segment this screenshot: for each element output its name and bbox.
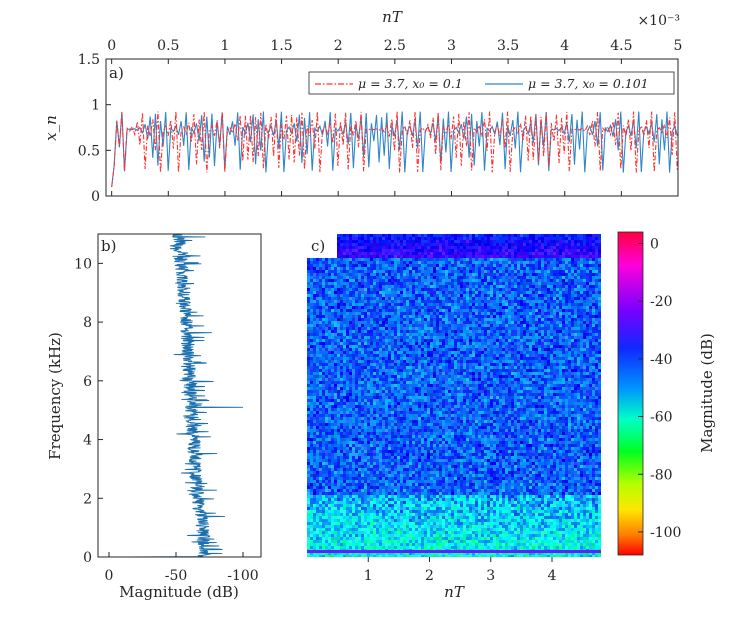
series-line-mu3.7-x0-0.101 — [111, 111, 678, 187]
spectrogram-cells — [307, 234, 598, 495]
spectrogram-cells — [322, 246, 583, 258]
spectrogram-cells — [307, 504, 595, 557]
panel-c-xtick-label: 3 — [486, 568, 495, 584]
panel-a-xlabel: nT — [382, 8, 403, 26]
panel-a-ytick-label: 1 — [91, 98, 100, 114]
panel-b-xtick-label: -100 — [227, 568, 258, 584]
panel-a-xtick-label: 5 — [674, 38, 683, 54]
panel-b-xlabel: Magnitude (dB) — [119, 583, 239, 601]
spectrogram-cells — [313, 240, 580, 258]
spectrogram-cells — [316, 495, 592, 557]
panel-b-xtick-label: 0 — [105, 568, 114, 584]
panel-a-axes-box — [105, 58, 679, 197]
panel-b-ytick-label: 6 — [83, 374, 92, 390]
psd-line — [108, 234, 244, 557]
spectrogram-cells — [307, 234, 601, 495]
panel-b-ytick-label: 0 — [83, 550, 92, 566]
spectrogram-cells — [307, 258, 601, 543]
panel-c-xtick-label: 1 — [364, 568, 373, 584]
panel-b-axes-box — [97, 233, 262, 558]
spectrogram-cells — [307, 258, 601, 525]
panel-a-time-series: 0 0.5 1 1.5 2 2.5 3 3.5 4 4.5 5 00.511.5 ×10⁻³ nT … — [42, 8, 682, 205]
panel-b-ytick-label: 2 — [83, 491, 92, 507]
colorbar-tick-label: -20 — [650, 294, 673, 310]
spectrogram-cells — [307, 258, 598, 557]
spectrogram-cells — [310, 234, 601, 501]
panel-b-xtick-label: -50 — [165, 568, 188, 584]
panel-a-xtick-label: 1.5 — [270, 38, 292, 54]
panel-a-xtick-label: 4.5 — [610, 38, 632, 54]
panel-c-xlabel: nT — [444, 583, 465, 601]
panel-b-spectrum: 0 -50 -100 0 2 4 6 8 10 Magnitude (dB) Frequenc… — [46, 233, 262, 601]
panel-c-spectrogram: c) 1 2 3 4 nT — [307, 234, 601, 601]
legend-label-series-a: μ = 3.7, x₀ = 0.1 — [358, 76, 463, 91]
spectrogram-dc-band — [307, 550, 601, 553]
spectrogram-cells — [316, 252, 592, 258]
panel-a-xtick-label: 2 — [334, 38, 343, 54]
series-line-mu3.7-x0-0.1 — [111, 111, 678, 187]
panel-b-ytick-label: 4 — [83, 433, 92, 449]
spectrogram-cells — [394, 255, 397, 258]
panel-a-ylabel: x_n — [42, 115, 60, 141]
panel-c-xtick-label: 4 — [548, 568, 557, 584]
spectrogram-cells — [310, 243, 601, 258]
spectrogram-cells — [310, 495, 601, 557]
spectrogram-cells — [307, 258, 601, 557]
panel-a-xtick-label: 2.5 — [384, 38, 406, 54]
panel-a-xtick-label: 3 — [447, 38, 456, 54]
panel-a-xtick-label: 4 — [560, 38, 569, 54]
panel-b-ylabel: Frequency (kHz) — [46, 332, 64, 460]
panel-b-ytick-label: 8 — [83, 315, 92, 331]
colorbar-gradient — [617, 231, 644, 556]
spectrogram-cells — [307, 495, 595, 557]
legend-label-series-b: μ = 3.7, x₀ = 0.101 — [528, 76, 649, 91]
panel-b-label: b) — [101, 237, 116, 255]
panel-a-xtick-label: 1 — [220, 38, 229, 54]
spectrogram-cells — [307, 531, 586, 557]
colorbar-tick-label: -40 — [650, 352, 673, 368]
panel-a-label: a) — [109, 64, 124, 82]
colorbar-tick-label: -100 — [650, 525, 681, 541]
spectrogram-cells — [313, 240, 598, 258]
panel-c-label-bg — [307, 234, 337, 258]
panel-a-xtick-label: 0 — [107, 38, 116, 54]
panel-c-label: c) — [311, 237, 325, 255]
colorbar-tick-label: 0 — [650, 237, 659, 253]
spectrogram-cells — [319, 249, 595, 258]
panel-a-ytick-label: 0.5 — [78, 143, 100, 159]
panel-c-xtick-label: 2 — [425, 568, 434, 584]
panel-a-xtick-label: 3.5 — [497, 38, 519, 54]
panel-a-xtick-label: 0.5 — [157, 38, 179, 54]
panel-a-ytick-label: 1.5 — [78, 52, 100, 68]
colorbar: 0 -20 -40 -60 -80 -100 Magnitude (dB) — [617, 231, 716, 556]
spectrogram-cells — [307, 495, 601, 557]
panel-a-x-scale-note: ×10⁻³ — [637, 13, 680, 29]
panel-a-ytick-label: 0 — [91, 189, 100, 205]
spectrogram-cells — [313, 249, 580, 255]
spectrogram-cells — [307, 237, 598, 258]
spectrogram-cells — [310, 261, 601, 552]
legend-box — [308, 71, 675, 95]
colorbar-tick-label: -80 — [650, 467, 673, 483]
spectrogram-cells — [310, 495, 601, 557]
colorbar-tick-label: -60 — [650, 410, 673, 426]
spectrogram-cells — [307, 258, 598, 557]
panel-b-ytick-label: 10 — [74, 256, 92, 272]
colorbar-label: Magnitude (dB) — [698, 333, 716, 453]
panel-a-legend: μ = 3.7, x₀ = 0.1 μ = 3.7, x₀ = 0.101 — [308, 71, 675, 95]
